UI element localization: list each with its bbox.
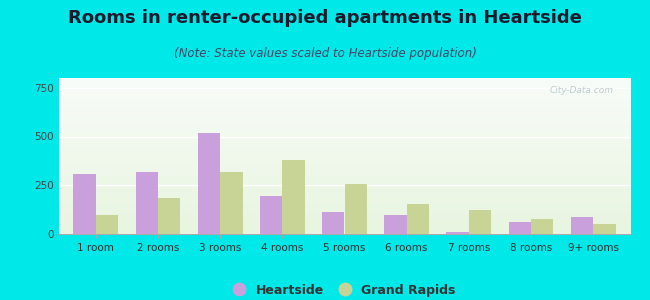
Bar — [322, 212, 344, 234]
Bar — [447, 232, 469, 234]
Bar — [282, 160, 305, 234]
Bar — [469, 210, 491, 234]
Bar — [384, 215, 407, 234]
Bar — [96, 214, 118, 234]
Bar — [571, 218, 593, 234]
Text: Rooms in renter-occupied apartments in Heartside: Rooms in renter-occupied apartments in H… — [68, 9, 582, 27]
Bar — [407, 204, 429, 234]
Bar — [220, 172, 242, 234]
Bar — [531, 219, 553, 234]
Bar — [73, 173, 96, 234]
Text: (Note: State values scaled to Heartside population): (Note: State values scaled to Heartside … — [174, 46, 476, 59]
Bar — [260, 196, 282, 234]
Bar — [198, 133, 220, 234]
Legend: Heartside, Grand Rapids: Heartside, Grand Rapids — [233, 284, 456, 297]
Bar — [593, 224, 616, 234]
Bar — [136, 172, 158, 234]
Bar — [344, 184, 367, 234]
Bar — [158, 198, 180, 234]
Bar — [509, 222, 531, 234]
Text: City-Data.com: City-Data.com — [549, 86, 614, 95]
